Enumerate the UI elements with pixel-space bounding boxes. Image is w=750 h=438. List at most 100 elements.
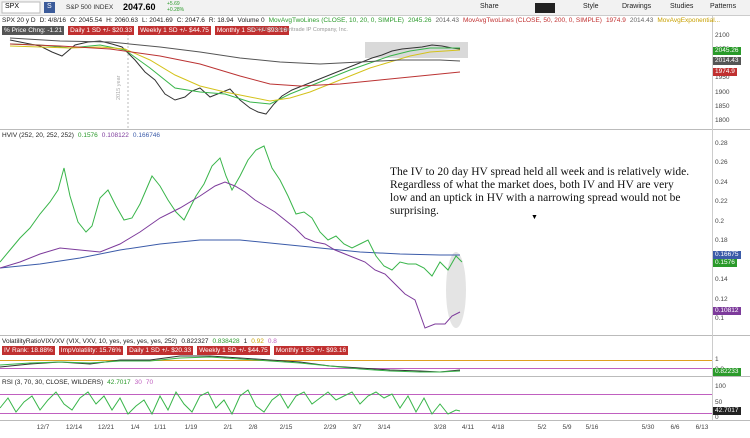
x-tick-label: 6/6 <box>670 424 680 431</box>
price-line <box>9 39 461 115</box>
x-tick-label: 3/7 <box>352 424 362 431</box>
x-tick-label: 2/8 <box>248 424 258 431</box>
x-tick-label: 4/11 <box>461 424 475 431</box>
x-tick-label: 5/30 <box>641 424 655 431</box>
header-item: 0.822327 <box>181 338 209 345</box>
cursor-marker: ▼ <box>531 214 538 221</box>
symbol-badge[interactable] <box>44 2 55 13</box>
header-item: HVIV (252, 20, 252, 252) <box>2 132 74 139</box>
hv20-line <box>0 145 463 277</box>
y-tick-label: 0.14 <box>715 276 728 283</box>
header-item: 2045.26 <box>407 17 432 24</box>
y-tick-label: 1 <box>715 356 719 363</box>
x-tick-label: 6/13 <box>695 424 709 431</box>
header-item: 1974.9 <box>605 17 626 24</box>
hv-header: HVIV (252, 20, 252, 252) 0.1576 0.108122 0.… <box>2 131 160 140</box>
ratio-line <box>0 355 461 373</box>
price-flag: 2045.26 <box>713 47 741 55</box>
toolbar-button[interactable]: Studies <box>670 3 694 10</box>
x-tick-label: 2/15 <box>279 424 293 431</box>
toolbar-bg <box>0 0 750 15</box>
y-tick-label: 1850 <box>715 103 730 110</box>
study-tag: Monthly 1 SD +/- $93.16 <box>214 26 290 35</box>
study-tag: Daily 1 SD +/- $20.33 <box>68 26 135 35</box>
rsi-line <box>0 389 461 416</box>
header-item: H: 2060.63 <box>106 17 138 24</box>
x-tick-label: 5/16 <box>585 424 599 431</box>
change-pct: +0.28% <box>167 7 185 13</box>
y-tick-label: 100 <box>715 383 726 390</box>
vr-tags: IV Rank: 18.88% ImpVolatility: 15.76% Dail… <box>2 346 349 355</box>
x-tick-label: 2/1 <box>223 424 233 431</box>
header-item: 0.8 <box>267 338 277 345</box>
hv-flag: 0.16675 <box>713 251 741 259</box>
symbol-badge-text[interactable]: S <box>47 3 52 10</box>
toolbar-button[interactable]: Drawings <box>622 3 652 10</box>
y-tick-label: 0.28 <box>715 140 728 147</box>
study-tag: IV Rank: 18.88% <box>2 346 55 355</box>
y-tick-label: 0.24 <box>715 179 728 186</box>
last-price: 2047.60 <box>123 2 156 12</box>
header-item: SPX 20 y D <box>2 17 36 24</box>
ma-200 <box>9 43 461 87</box>
change: +5.69 <box>167 1 180 7</box>
header-item: R: 18.94 <box>208 17 234 24</box>
y-tick-label: 0.1 <box>715 315 725 322</box>
y-tick-label: 1800 <box>715 117 730 124</box>
price-header: SPX 20 y D D: 4/8/16 O: 2045.54 H: 2060.63 L… <box>2 16 720 25</box>
x-tick-label: 1/11 <box>153 424 167 431</box>
header-item: 1 <box>243 338 248 345</box>
annotation: The IV to 20 day HV spread held all week… <box>390 166 690 217</box>
vr-flag: 0.82233 <box>713 368 741 376</box>
toolbar-button[interactable]: Patterns <box>710 3 737 10</box>
header-item: MovAvgTwoLines (CLOSE, 10, 20, 0, SIMPLE… <box>268 17 404 24</box>
x-tick-label: 4/18 <box>491 424 505 431</box>
x-tick-label: 12/21 <box>97 424 115 431</box>
hv-line <box>0 181 461 329</box>
ma-10 <box>9 43 460 105</box>
header-item: Volume 0 <box>237 17 265 24</box>
study-tag: Weekly 1 SD +/- $44.75 <box>138 26 211 35</box>
x-tick-label: 12/7 <box>36 424 50 431</box>
header-item: MovAvgExponential... <box>657 17 721 24</box>
study-tag: Monthly 1 SD +/- $93.16 <box>273 346 349 355</box>
header-item: 2014.43 <box>629 17 654 24</box>
header-item: 0.1576 <box>77 132 98 139</box>
hv-flag: 0.1576 <box>713 259 737 267</box>
highlight-ellipse <box>446 252 466 328</box>
x-tick-label: 5/2 <box>537 424 547 431</box>
y-tick-label: 0.12 <box>715 296 728 303</box>
header-item: 0.166746 <box>132 132 161 139</box>
symbol-box[interactable] <box>1 1 41 14</box>
price-flag: 2014.43 <box>713 57 741 65</box>
x-tick-label: 1/19 <box>184 424 198 431</box>
header-item: VolatilityRatioVIXVXV (VIX, VXV, 10, yes… <box>2 338 178 345</box>
x-tick-label: 12/14 <box>65 424 83 431</box>
rsi-flag: 42.7017 <box>713 407 741 415</box>
y-tick-label: 0.22 <box>715 198 728 205</box>
y-tick-label: 50 <box>715 399 723 406</box>
y-tick-label: 1950 <box>715 74 730 81</box>
ma-50 <box>9 37 461 65</box>
x-tick-label: 1/4 <box>130 424 140 431</box>
period-box[interactable] <box>535 3 555 13</box>
header-item: 0.92 <box>251 338 264 345</box>
ratio-line-2 <box>0 356 461 373</box>
iv-line <box>0 239 460 269</box>
header-item: L: 2041.69 <box>141 17 173 24</box>
study-tag: % Price Chng: -1.21 <box>2 26 65 35</box>
ma-20 <box>9 45 461 102</box>
y-tick-label: 0.18 <box>715 237 728 244</box>
instrument-name: S&P 500 INDEX <box>66 4 114 11</box>
x-tick-label: 3/14 <box>377 424 391 431</box>
y-tick-label: 0.2 <box>715 218 725 225</box>
header-item: 0.838428 <box>212 338 240 345</box>
header-item: O: 2045.54 <box>70 17 103 24</box>
toolbar-button[interactable]: Share <box>480 3 499 10</box>
symbol-text[interactable]: SPX <box>5 3 20 10</box>
study-tag: ImpVolatility: 15.76% <box>58 346 124 355</box>
toolbar-button[interactable]: Style <box>583 3 599 10</box>
x-tick-label: 2/29 <box>323 424 337 431</box>
